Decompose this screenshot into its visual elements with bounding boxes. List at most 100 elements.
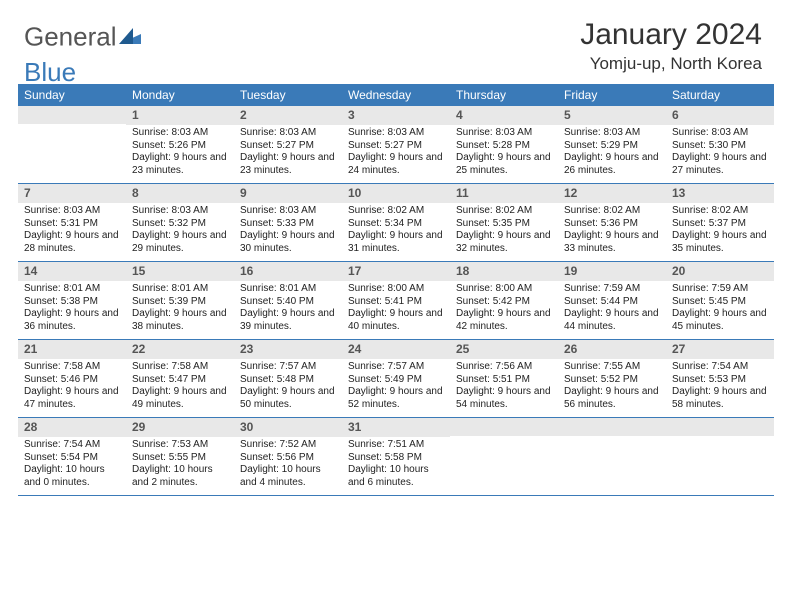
day-number: 23 [234,340,342,359]
day-number: 24 [342,340,450,359]
day-header: Thursday [450,84,558,106]
daylight-text: Daylight: 9 hours and 44 minutes. [564,308,660,333]
day-number: 20 [666,262,774,281]
sunset-text: Sunset: 5:47 PM [132,374,228,387]
day-cell: 28Sunrise: 7:54 AMSunset: 5:54 PMDayligh… [18,418,126,495]
sunset-text: Sunset: 5:55 PM [132,452,228,465]
day-number [450,418,558,436]
day-cell: 6Sunrise: 8:03 AMSunset: 5:30 PMDaylight… [666,106,774,183]
day-cell: 9Sunrise: 8:03 AMSunset: 5:33 PMDaylight… [234,184,342,261]
day-number: 21 [18,340,126,359]
sunrise-text: Sunrise: 8:03 AM [24,205,120,218]
sunrise-text: Sunrise: 8:03 AM [132,127,228,140]
sunrise-text: Sunrise: 7:57 AM [240,361,336,374]
sunrise-text: Sunrise: 8:01 AM [132,283,228,296]
day-content: Sunrise: 7:54 AMSunset: 5:53 PMDaylight:… [666,359,774,417]
daylight-text: Daylight: 9 hours and 30 minutes. [240,230,336,255]
month-title: January 2024 [580,18,762,52]
sunrise-text: Sunrise: 7:55 AM [564,361,660,374]
day-cell: 13Sunrise: 8:02 AMSunset: 5:37 PMDayligh… [666,184,774,261]
sunset-text: Sunset: 5:31 PM [24,218,120,231]
day-cell: 12Sunrise: 8:02 AMSunset: 5:36 PMDayligh… [558,184,666,261]
daylight-text: Daylight: 9 hours and 38 minutes. [132,308,228,333]
daylight-text: Daylight: 10 hours and 0 minutes. [24,464,120,489]
day-content: Sunrise: 7:58 AMSunset: 5:46 PMDaylight:… [18,359,126,417]
day-number: 25 [450,340,558,359]
sunrise-text: Sunrise: 8:03 AM [240,127,336,140]
sunrise-text: Sunrise: 7:54 AM [24,439,120,452]
daylight-text: Daylight: 9 hours and 40 minutes. [348,308,444,333]
sunset-text: Sunset: 5:39 PM [132,296,228,309]
daylight-text: Daylight: 9 hours and 28 minutes. [24,230,120,255]
day-content: Sunrise: 8:03 AMSunset: 5:28 PMDaylight:… [450,125,558,183]
sunset-text: Sunset: 5:44 PM [564,296,660,309]
daylight-text: Daylight: 9 hours and 49 minutes. [132,386,228,411]
daylight-text: Daylight: 9 hours and 32 minutes. [456,230,552,255]
sunrise-text: Sunrise: 7:53 AM [132,439,228,452]
day-number: 14 [18,262,126,281]
day-content: Sunrise: 7:59 AMSunset: 5:44 PMDaylight:… [558,281,666,339]
daylight-text: Daylight: 9 hours and 23 minutes. [240,152,336,177]
day-header: Wednesday [342,84,450,106]
header: January 2024 Yomju-up, North Korea [580,18,762,74]
day-number: 2 [234,106,342,125]
sunrise-text: Sunrise: 7:54 AM [672,361,768,374]
day-number: 30 [234,418,342,437]
day-cell: 23Sunrise: 7:57 AMSunset: 5:48 PMDayligh… [234,340,342,417]
sunset-text: Sunset: 5:34 PM [348,218,444,231]
day-cell [18,106,126,183]
day-cell: 24Sunrise: 7:57 AMSunset: 5:49 PMDayligh… [342,340,450,417]
daylight-text: Daylight: 9 hours and 35 minutes. [672,230,768,255]
day-cell: 14Sunrise: 8:01 AMSunset: 5:38 PMDayligh… [18,262,126,339]
daylight-text: Daylight: 10 hours and 2 minutes. [132,464,228,489]
day-content: Sunrise: 8:03 AMSunset: 5:32 PMDaylight:… [126,203,234,261]
day-cell: 19Sunrise: 7:59 AMSunset: 5:44 PMDayligh… [558,262,666,339]
day-cell: 7 Sunrise: 8:03 AMSunset: 5:31 PMDaylight… [18,184,126,261]
logo: General Blue [24,20,141,88]
day-number: 7 [18,184,126,203]
day-header: Sunday [18,84,126,106]
day-cell: 22Sunrise: 7:58 AMSunset: 5:47 PMDayligh… [126,340,234,417]
daylight-text: Daylight: 9 hours and 56 minutes. [564,386,660,411]
location: Yomju-up, North Korea [580,54,762,74]
sunrise-text: Sunrise: 7:59 AM [564,283,660,296]
day-number: 5 [558,106,666,125]
sunrise-text: Sunrise: 8:01 AM [24,283,120,296]
day-number: 28 [18,418,126,437]
day-cell [558,418,666,495]
sunset-text: Sunset: 5:30 PM [672,140,768,153]
day-cell [450,418,558,495]
sunrise-text: Sunrise: 8:03 AM [348,127,444,140]
day-number: 12 [558,184,666,203]
day-cell: 26 Sunrise: 7:55 AMSunset: 5:52 PMDayligh… [558,340,666,417]
sunrise-text: Sunrise: 8:02 AM [456,205,552,218]
sunrise-text: Sunrise: 7:51 AM [348,439,444,452]
day-number: 26 [558,340,666,359]
day-number: 31 [342,418,450,437]
day-number [666,418,774,436]
day-cell: 3Sunrise: 8:03 AMSunset: 5:27 PMDaylight… [342,106,450,183]
day-cell: 18Sunrise: 8:00 AMSunset: 5:42 PMDayligh… [450,262,558,339]
sunset-text: Sunset: 5:52 PM [564,374,660,387]
daylight-text: Daylight: 9 hours and 26 minutes. [564,152,660,177]
daylight-text: Daylight: 9 hours and 36 minutes. [24,308,120,333]
daylight-text: Daylight: 9 hours and 24 minutes. [348,152,444,177]
sunset-text: Sunset: 5:32 PM [132,218,228,231]
sunrise-text: Sunrise: 8:03 AM [672,127,768,140]
sunrise-text: Sunrise: 8:03 AM [132,205,228,218]
week-row: 21Sunrise: 7:58 AMSunset: 5:46 PMDayligh… [18,340,774,418]
sunset-text: Sunset: 5:37 PM [672,218,768,231]
day-content: Sunrise: 8:01 AMSunset: 5:40 PMDaylight:… [234,281,342,339]
day-cell: 20Sunrise: 7:59 AMSunset: 5:45 PMDayligh… [666,262,774,339]
sunrise-text: Sunrise: 7:58 AM [132,361,228,374]
sunrise-text: Sunrise: 7:57 AM [348,361,444,374]
day-cell: 1Sunrise: 8:03 AMSunset: 5:26 PMDaylight… [126,106,234,183]
day-cell: 15Sunrise: 8:01 AMSunset: 5:39 PMDayligh… [126,262,234,339]
day-cell: 10Sunrise: 8:02 AMSunset: 5:34 PMDayligh… [342,184,450,261]
day-number: 17 [342,262,450,281]
day-cell: 25Sunrise: 7:56 AMSunset: 5:51 PMDayligh… [450,340,558,417]
day-number: 11 [450,184,558,203]
daylight-text: Daylight: 9 hours and 29 minutes. [132,230,228,255]
sunset-text: Sunset: 5:33 PM [240,218,336,231]
day-content: Sunrise: 8:02 AMSunset: 5:35 PMDaylight:… [450,203,558,261]
